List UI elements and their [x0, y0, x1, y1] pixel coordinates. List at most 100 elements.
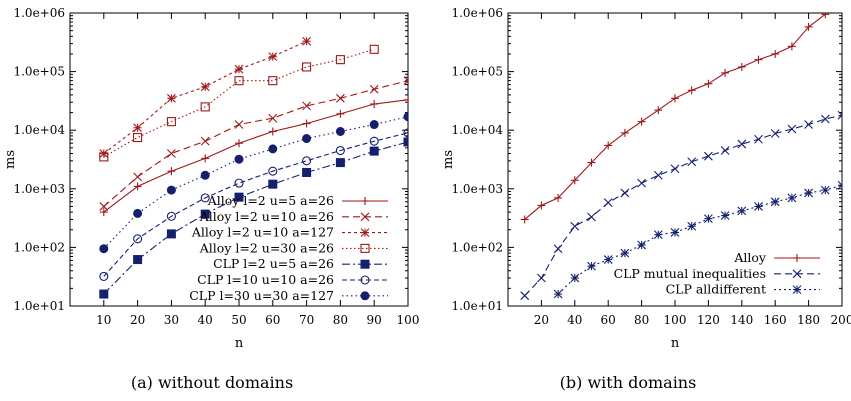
y-tick-label: 1.0e+06 [13, 6, 65, 20]
data-point [737, 206, 747, 216]
x-tick-label: 160 [764, 313, 787, 327]
data-point [553, 289, 563, 299]
series-line [103, 132, 408, 277]
data-point [133, 132, 143, 143]
y-axis-label: ms [3, 150, 18, 169]
data-point [166, 229, 176, 239]
data-point [234, 64, 244, 74]
legend-marker [360, 212, 370, 222]
data-point [302, 62, 312, 72]
x-tick-label: 100 [664, 313, 687, 327]
data-point [403, 112, 408, 122]
data-point [704, 79, 713, 88]
data-point [166, 117, 176, 127]
data-point [268, 113, 278, 123]
data-point [166, 185, 176, 195]
legend-marker [360, 291, 370, 301]
legend-label: CLP alldifferent [666, 282, 766, 297]
data-point [234, 154, 244, 164]
data-point [302, 156, 312, 166]
data-point [336, 93, 345, 103]
data-point [403, 76, 408, 86]
data-point [787, 42, 796, 51]
data-point [167, 93, 176, 103]
data-point [804, 188, 813, 198]
data-point [404, 95, 408, 104]
data-point [167, 149, 176, 158]
series-line [557, 184, 842, 295]
data-point [704, 151, 713, 161]
x-tick-label: 200 [831, 313, 851, 327]
y-tick-label: 1.0e+04 [451, 123, 503, 137]
data-point [200, 102, 210, 112]
legend-marker [792, 285, 802, 294]
data-point [770, 129, 780, 138]
data-point [133, 123, 142, 133]
x-axis-label: n [235, 336, 244, 351]
panel-caption: (a) without domains [131, 373, 293, 392]
data-point [99, 149, 109, 158]
data-point [302, 167, 312, 177]
data-point [133, 255, 143, 265]
legend-marker [360, 259, 370, 269]
data-point [587, 158, 596, 167]
data-point [268, 127, 277, 136]
series-line [103, 80, 408, 207]
data-point [268, 179, 278, 189]
data-point [335, 145, 345, 156]
x-tick-label: 90 [367, 313, 382, 327]
x-tick-label: 50 [231, 313, 246, 327]
data-point [403, 137, 408, 147]
data-point [268, 166, 278, 176]
data-point [234, 76, 244, 86]
data-point [369, 146, 379, 156]
legend-label: CLP l=30 u=30 a=127 [189, 288, 334, 303]
x-tick-label: 70 [299, 313, 314, 327]
x-tick-label: 40 [198, 313, 213, 327]
data-point [336, 109, 345, 118]
data-point [99, 152, 109, 162]
data-point [570, 221, 580, 231]
x-tick-label: 180 [797, 313, 820, 327]
series-line [103, 141, 408, 295]
data-point [268, 52, 278, 62]
data-point [369, 44, 379, 54]
legend-label: CLP l=2 u=5 a=26 [213, 256, 334, 271]
data-point [553, 244, 563, 254]
data-point [587, 261, 596, 271]
x-tick-label: 30 [164, 313, 179, 327]
legend-label: Alloy l=2 u=30 a=26 [199, 240, 334, 255]
data-point [654, 106, 663, 115]
data-point [133, 208, 143, 218]
data-point [166, 211, 176, 221]
data-point [637, 178, 646, 188]
data-point [369, 120, 379, 130]
data-point [268, 144, 278, 154]
data-point [99, 271, 109, 281]
legend-label: CLP mutual inequalities [614, 266, 766, 281]
data-point [787, 124, 797, 134]
data-point [200, 193, 210, 203]
x-tick-label: 20 [534, 313, 549, 327]
x-axis-label: n [671, 336, 680, 351]
y-tick-label: 1.0e+03 [451, 182, 503, 196]
data-point [537, 201, 546, 210]
legend-marker [361, 197, 369, 205]
data-point [200, 209, 210, 219]
data-point [133, 172, 142, 182]
data-point [167, 167, 176, 176]
data-point [637, 240, 646, 250]
x-tick-label: 40 [567, 313, 582, 327]
legend-label: Alloy l=2 u=5 a=26 [207, 193, 334, 208]
data-point [335, 127, 345, 137]
series-line [524, 13, 826, 220]
data-point [403, 128, 408, 138]
data-point [754, 202, 763, 211]
legend-label: CLP l=10 u=10 a=26 [197, 272, 334, 287]
series-group [99, 36, 408, 299]
data-point [99, 244, 109, 254]
chart-panel-a: 1.0e+01 1.0e+02 1.0e+03 1.0e+04 1.0e+05 1.0e+… [3, 6, 419, 392]
data-point [302, 119, 311, 128]
series-line [103, 99, 408, 213]
